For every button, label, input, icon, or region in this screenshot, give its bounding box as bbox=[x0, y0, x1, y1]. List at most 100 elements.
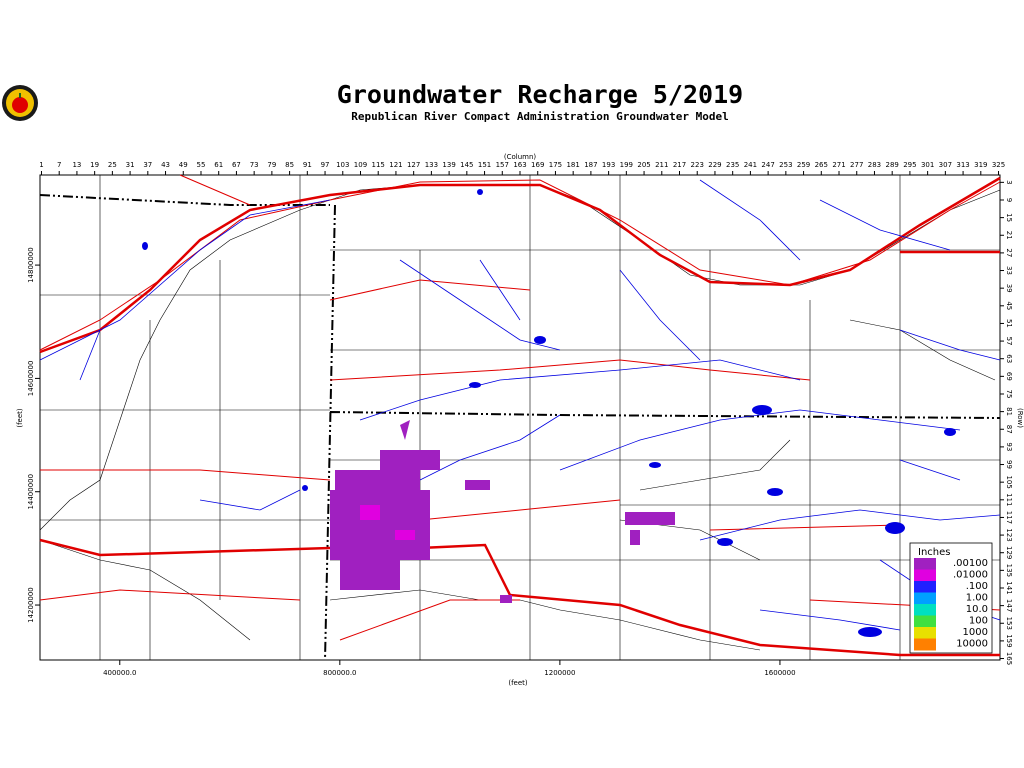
y-feet-tick-label: 14600000 bbox=[27, 361, 35, 397]
y-feet-tick-label: 14800000 bbox=[27, 247, 35, 283]
column-tick-label: 133 bbox=[425, 161, 438, 169]
column-tick-label: 271 bbox=[832, 161, 845, 169]
column-tick-label: 49 bbox=[179, 161, 188, 169]
legend-label: .01000 bbox=[953, 570, 988, 581]
legend-swatch bbox=[914, 604, 936, 616]
column-tick-label: 247 bbox=[761, 161, 774, 169]
row-tick-label: 81 bbox=[1005, 407, 1013, 416]
legend: Inches .00100.01000.1001.0010.0100100010… bbox=[909, 542, 993, 654]
row-tick-label: 93 bbox=[1005, 442, 1013, 451]
legend-label: 1.00 bbox=[966, 593, 988, 604]
x-feet-tick-label: 400000.0 bbox=[103, 669, 136, 677]
column-tick-label: 295 bbox=[903, 161, 916, 169]
column-tick-label: 169 bbox=[531, 161, 544, 169]
legend-label: .100 bbox=[966, 581, 988, 592]
column-tick-label: 85 bbox=[285, 161, 294, 169]
column-tick-label: 223 bbox=[691, 161, 704, 169]
row-tick-label: 21 bbox=[1005, 231, 1013, 240]
column-tick-label: 181 bbox=[566, 161, 579, 169]
column-tick-label: 43 bbox=[161, 161, 170, 169]
column-tick-label: 199 bbox=[620, 161, 633, 169]
row-tick-label: 165 bbox=[1005, 652, 1013, 665]
column-tick-label: 187 bbox=[584, 161, 597, 169]
column-tick-label: 37 bbox=[143, 161, 152, 169]
column-tick-label: 277 bbox=[850, 161, 863, 169]
legend-label: 100 bbox=[969, 616, 988, 627]
column-tick-label: 157 bbox=[496, 161, 509, 169]
legend-swatch bbox=[914, 558, 936, 570]
ticks: 1 7 13 19 25 31 37 43 49 55 61 67 73 79 85 91 97 103 109 11… bbox=[27, 161, 1013, 677]
x-feet-label: (feet) bbox=[508, 679, 528, 687]
column-tick-label: 115 bbox=[372, 161, 385, 169]
legend-swatch bbox=[914, 615, 936, 628]
column-tick-label: 175 bbox=[549, 161, 562, 169]
column-tick-label: 25 bbox=[108, 161, 117, 169]
column-tick-label: 313 bbox=[956, 161, 969, 169]
column-tick-label: 265 bbox=[815, 161, 828, 169]
column-tick-label: 79 bbox=[267, 161, 276, 169]
row-tick-label: 99 bbox=[1005, 460, 1013, 469]
column-tick-label: 229 bbox=[708, 161, 721, 169]
x-feet-tick-label: 1600000 bbox=[764, 669, 795, 677]
column-tick-label: 145 bbox=[460, 161, 473, 169]
row-tick-label: 15 bbox=[1005, 213, 1013, 222]
column-tick-label: 103 bbox=[336, 161, 349, 169]
column-tick-label: 163 bbox=[513, 161, 526, 169]
row-tick-label: 75 bbox=[1005, 390, 1013, 399]
column-tick-label: 97 bbox=[321, 161, 330, 169]
column-tick-label: 301 bbox=[921, 161, 934, 169]
column-tick-label: 217 bbox=[673, 161, 686, 169]
column-tick-label: 139 bbox=[442, 161, 455, 169]
row-tick-label: 27 bbox=[1005, 248, 1013, 257]
legend-swatch bbox=[914, 581, 936, 593]
map-features bbox=[39, 174, 1001, 661]
title: Groundwater Recharge 5/2019 bbox=[337, 80, 743, 109]
row-tick-label: 147 bbox=[1005, 599, 1013, 612]
column-tick-label: 127 bbox=[407, 161, 420, 169]
row-tick-label: 159 bbox=[1005, 634, 1013, 647]
column-tick-label: 289 bbox=[885, 161, 898, 169]
x-feet-tick-label: 800000.0 bbox=[323, 669, 356, 677]
row-tick-label: 57 bbox=[1005, 337, 1013, 346]
column-tick-label: 319 bbox=[974, 161, 987, 169]
row-tick-label: 111 bbox=[1005, 493, 1013, 506]
column-tick-label: 259 bbox=[797, 161, 810, 169]
legend-swatch bbox=[914, 638, 936, 651]
column-tick-label: 151 bbox=[478, 161, 491, 169]
column-tick-label: 211 bbox=[655, 161, 668, 169]
column-tick-label: 61 bbox=[214, 161, 223, 169]
column-tick-label: 13 bbox=[72, 161, 81, 169]
column-tick-label: 121 bbox=[389, 161, 402, 169]
subtitle: Republican River Compact Administration … bbox=[351, 110, 729, 123]
column-tick-label: 7 bbox=[57, 161, 61, 169]
column-tick-label: 91 bbox=[303, 161, 312, 169]
column-tick-label: 325 bbox=[992, 161, 1005, 169]
column-tick-label: 55 bbox=[197, 161, 206, 169]
row-tick-label: 51 bbox=[1005, 319, 1013, 328]
column-tick-label: 283 bbox=[868, 161, 881, 169]
recharge-cells bbox=[330, 420, 675, 603]
row-tick-label: 87 bbox=[1005, 425, 1013, 434]
row-tick-label: 135 bbox=[1005, 564, 1013, 577]
y-feet-label: (feet) bbox=[16, 408, 24, 428]
legend-label: 10000 bbox=[956, 639, 988, 650]
column-tick-label: 19 bbox=[90, 161, 99, 169]
column-tick-label: 109 bbox=[354, 161, 367, 169]
column-tick-label: 235 bbox=[726, 161, 739, 169]
row-tick-label: 123 bbox=[1005, 528, 1013, 541]
legend-title: Inches bbox=[918, 547, 951, 558]
column-tick-label: 193 bbox=[602, 161, 615, 169]
legend-swatch bbox=[914, 569, 936, 582]
legend-swatch bbox=[914, 592, 936, 605]
row-tick-label: 9 bbox=[1005, 198, 1013, 202]
x-feet-tick-label: 1200000 bbox=[544, 669, 575, 677]
legend-swatch bbox=[914, 627, 936, 639]
column-tick-label: 253 bbox=[779, 161, 792, 169]
row-tick-label: 153 bbox=[1005, 617, 1013, 630]
row-tick-label: 33 bbox=[1005, 266, 1013, 275]
row-tick-label: 39 bbox=[1005, 284, 1013, 293]
column-tick-label: 31 bbox=[126, 161, 135, 169]
logo bbox=[2, 85, 38, 121]
